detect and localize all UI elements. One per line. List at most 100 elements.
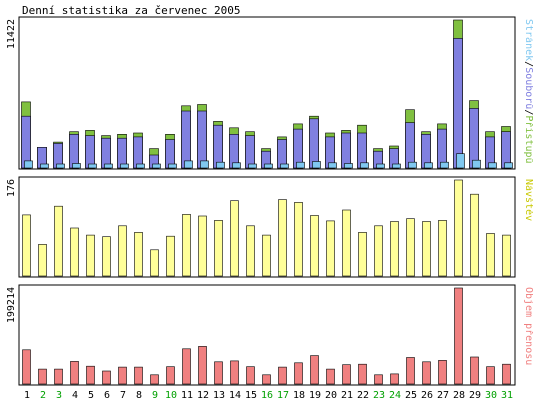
chart-title: Denní statistika za červenec 2005 — [22, 4, 241, 17]
bar-navstev-day-20 — [326, 220, 335, 277]
bar-objem-day-20 — [326, 368, 335, 385]
bar-navstev-day-22 — [358, 232, 367, 277]
bar-objem-day-24 — [390, 373, 399, 385]
bar-objem-day-9 — [150, 374, 159, 385]
bar-souboru-day-6 — [101, 137, 111, 169]
legend-entry: Souborů — [523, 67, 533, 109]
bar-navstev-day-18 — [294, 202, 303, 277]
bar-navstev-day-3 — [54, 205, 63, 277]
x-tick-label: 10 — [165, 390, 177, 401]
legend-entry: Návštěv — [523, 179, 533, 221]
bar-objem-day-15 — [246, 366, 255, 385]
bar-navstev-day-19 — [310, 215, 319, 277]
panel-3-ymax-label: 199214 — [6, 287, 17, 323]
bar-objem-day-5 — [86, 365, 95, 385]
x-tick-label: 3 — [56, 390, 62, 401]
bar-navstev-day-26 — [422, 221, 431, 277]
bar-souboru-day-13 — [213, 124, 223, 169]
bar-stranek-day-27 — [440, 161, 449, 169]
legend-entry: / — [523, 109, 533, 115]
bar-souboru-day-4 — [69, 134, 79, 169]
bar-navstev-day-1 — [22, 214, 31, 277]
bar-objem-day-27 — [438, 360, 447, 385]
legend-entry: Stránek — [523, 19, 533, 61]
legend-entry: / — [523, 61, 533, 67]
legend-entry: Přístupů — [523, 115, 533, 163]
bar-stranek-day-13 — [216, 161, 225, 169]
bar-objem-day-26 — [422, 361, 431, 385]
bar-souboru-day-19 — [309, 118, 319, 169]
bar-stranek-day-16 — [264, 163, 273, 169]
bar-stranek-day-11 — [184, 160, 193, 169]
panel-frame-3 — [18, 284, 516, 386]
bar-objem-day-8 — [134, 366, 143, 385]
bar-stranek-day-2 — [40, 163, 49, 169]
bar-stranek-day-31 — [504, 162, 513, 169]
x-tick-label: 2 — [40, 390, 46, 401]
bar-stranek-day-10 — [168, 163, 177, 169]
bar-stranek-day-29 — [472, 159, 481, 169]
x-tick-label: 18 — [293, 390, 305, 401]
bar-souboru-day-29 — [469, 108, 479, 169]
bar-objem-day-28 — [454, 287, 463, 385]
bar-stranek-day-24 — [392, 163, 401, 169]
bar-objem-day-22 — [358, 363, 367, 385]
bar-stranek-day-9 — [152, 163, 161, 169]
bar-objem-day-16 — [262, 374, 271, 385]
x-tick-label: 28 — [453, 390, 465, 401]
bar-navstev-day-9 — [150, 249, 159, 277]
bar-objem-day-4 — [70, 361, 79, 385]
bar-navstev-day-17 — [278, 199, 287, 277]
bar-stranek-day-5 — [88, 163, 97, 169]
bar-stranek-day-14 — [232, 162, 241, 169]
bar-stranek-day-23 — [376, 163, 385, 169]
x-tick-label: 30 — [485, 390, 497, 401]
bar-stranek-day-3 — [56, 163, 65, 169]
bar-objem-day-19 — [310, 355, 319, 385]
x-tick-label: 5 — [88, 390, 94, 401]
bar-souboru-day-12 — [197, 110, 207, 169]
bar-objem-day-18 — [294, 362, 303, 385]
bar-stranek-day-20 — [328, 162, 337, 169]
bar-stranek-day-21 — [344, 163, 353, 169]
bar-stranek-day-12 — [200, 160, 209, 169]
x-tick-label: 19 — [309, 390, 321, 401]
panel-1-legend: Stránek/Souborů/Přístupů — [523, 19, 533, 164]
bar-stranek-day-15 — [248, 163, 257, 169]
bar-navstev-day-21 — [342, 209, 351, 277]
bar-stranek-day-18 — [296, 161, 305, 169]
bar-navstev-day-2 — [38, 244, 47, 277]
bar-navstev-day-27 — [438, 220, 447, 277]
x-tick-label: 12 — [197, 390, 209, 401]
bar-objem-day-7 — [118, 366, 127, 385]
bar-objem-day-10 — [166, 366, 175, 385]
bar-navstev-day-16 — [262, 234, 271, 277]
bar-objem-day-3 — [54, 368, 63, 385]
bar-navstev-day-14 — [230, 200, 239, 277]
panel-2-ymax-label: 176 — [6, 179, 17, 197]
bar-navstev-day-13 — [214, 220, 223, 277]
bar-navstev-day-24 — [390, 221, 399, 277]
panel-3-legend: Objem přenosu — [523, 287, 533, 365]
panel-2-legend: Návštěv — [523, 179, 533, 221]
bar-objem-day-6 — [102, 370, 111, 385]
bar-stranek-day-6 — [104, 163, 113, 169]
panel-frame-2 — [18, 176, 516, 278]
bar-stranek-day-26 — [424, 162, 433, 169]
bar-objem-day-2 — [38, 368, 47, 385]
bar-souboru-day-28 — [453, 38, 463, 169]
bar-objem-day-17 — [278, 366, 287, 385]
x-tick-label: 8 — [136, 390, 142, 401]
legend-entry: Objem přenosu — [523, 287, 533, 365]
bar-souboru-day-7 — [117, 137, 127, 169]
bar-navstev-day-5 — [86, 234, 95, 277]
bar-objem-day-31 — [502, 363, 511, 385]
x-tick-label: 16 — [261, 390, 273, 401]
bar-objem-day-1 — [22, 349, 31, 385]
bar-souboru-day-15 — [245, 135, 255, 169]
bar-navstev-day-15 — [246, 225, 255, 277]
bar-objem-day-13 — [214, 361, 223, 385]
x-tick-label: 11 — [181, 390, 193, 401]
